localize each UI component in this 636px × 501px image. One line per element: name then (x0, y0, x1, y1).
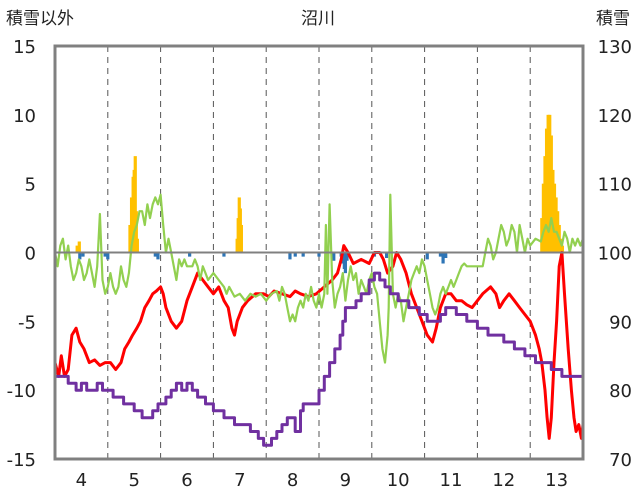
bar-0-13 (239, 224, 243, 253)
series-line-0 (53, 244, 585, 440)
y-tick-label-6: -15 (7, 450, 36, 471)
bar-1-23 (441, 252, 445, 264)
x-tick-label-6: 10 (387, 470, 410, 491)
bar-0-27 (560, 245, 565, 253)
bar-1-6 (188, 252, 192, 257)
y-tick-label-1: 10 (13, 106, 36, 127)
y2-tick-label-1: 120 (598, 106, 632, 127)
x-tick-label-3: 7 (234, 470, 245, 491)
bar-1-18 (345, 252, 349, 261)
bar-1-5 (156, 252, 160, 260)
y2-tick-label-3: 100 (598, 244, 632, 265)
chart-title: 沼川 (301, 9, 335, 29)
series-line-1 (53, 193, 585, 364)
bar-1-20 (384, 252, 389, 259)
bar-1-17 (343, 252, 347, 274)
y2-tick-label-0: 130 (598, 37, 632, 58)
bar-1-7 (222, 252, 226, 257)
x-tick-label-1: 5 (128, 470, 139, 491)
bar-1-2 (103, 252, 107, 257)
bar-1-21 (425, 252, 429, 260)
y-tick-label-2: 5 (25, 175, 36, 196)
y-tick-label-5: -10 (7, 381, 36, 402)
bar-1-13 (332, 252, 336, 261)
bar-0-8 (135, 238, 139, 253)
y2-tick-label-6: 70 (609, 450, 632, 471)
plot-area: 15 10 5 0 -5 -10 -15 130 120 110 100 90 80 70 4 5 6 7 8 9 10… (7, 37, 632, 491)
bar-0-0 (75, 245, 79, 253)
bar-1-22 (438, 252, 443, 257)
bar-1-11 (317, 252, 321, 257)
series-line-2 (55, 271, 583, 447)
x-tick-label-7: 11 (440, 470, 463, 491)
y-tick-label-4: -5 (18, 312, 36, 333)
x-tick-label-2: 6 (181, 470, 192, 491)
bar-0-7 (134, 211, 138, 253)
bar-0-6 (133, 156, 137, 253)
plot-frame (53, 44, 585, 461)
x-tick-label-8: 12 (492, 470, 515, 491)
x-tick-label-9: 13 (545, 470, 568, 491)
bar-1-8 (288, 252, 292, 260)
y2-tick-label-5: 80 (609, 381, 632, 402)
y2-axis-title: 積雪 (596, 9, 630, 29)
bar-1-1 (81, 252, 85, 257)
x-tick-label-5: 9 (340, 470, 351, 491)
y2-tick-label-4: 90 (609, 312, 632, 333)
y-tick-label-3: 0 (25, 244, 36, 265)
bar-1-10 (301, 252, 305, 257)
bar-1-3 (106, 252, 110, 260)
bar-1-24 (444, 252, 448, 259)
y-tick-label-0: 15 (13, 37, 36, 58)
x-tick-label-0: 4 (76, 470, 87, 491)
bar-0-1 (77, 241, 81, 253)
bar-1-9 (293, 252, 297, 257)
bar-1-0 (78, 252, 82, 260)
bar-1-4 (153, 252, 157, 257)
y-axis-title: 積雪以外 (6, 9, 74, 29)
y2-tick-label-2: 110 (598, 175, 632, 196)
x-tick-label-4: 8 (287, 470, 298, 491)
